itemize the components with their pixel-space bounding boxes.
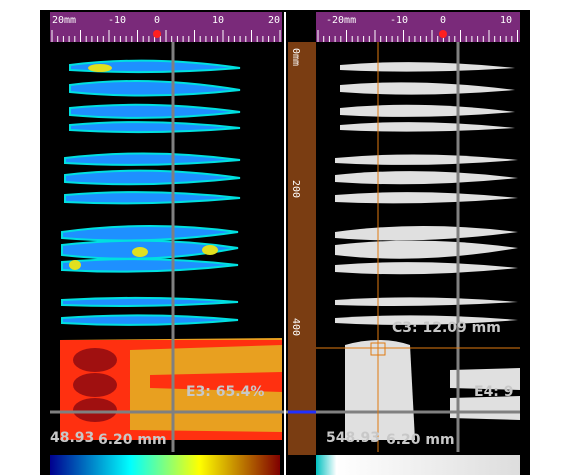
scan-view: 20mm -10 0 10 20 -20mm -10 0 10 0mm 200 … [0,0,561,475]
ruler-label: 10 [212,15,224,26]
gate-label: E4: 9 [474,384,514,400]
cursor-label: C3: 12.09 mm [392,320,501,336]
width-readout: 6.20 mm [386,432,455,448]
gray-scale [316,455,520,475]
depth-label: 200 [290,180,301,198]
depth-label: 0mm [290,48,301,66]
depth-readout: 48.93 [50,430,94,446]
ruler-marker [153,30,161,38]
depth-ruler [288,42,316,455]
ruler-label: -20mm [326,15,356,26]
ruler-label: -10 [390,15,408,26]
depth-readout: 548.93 [326,430,380,446]
ruler-label: 0 [440,15,446,26]
width-readout: 6.20 mm [98,432,167,448]
gate-label: E3: 65.4% [186,384,264,400]
color-scale [50,455,280,475]
depth-label: 400 [290,318,301,336]
ruler-label: 20mm [52,15,76,26]
ruler-label: -10 [108,15,126,26]
ruler-label: 0 [154,15,160,26]
ruler-label: 20 [268,15,280,26]
ruler-label: 10 [500,15,512,26]
ruler-marker [439,30,447,38]
